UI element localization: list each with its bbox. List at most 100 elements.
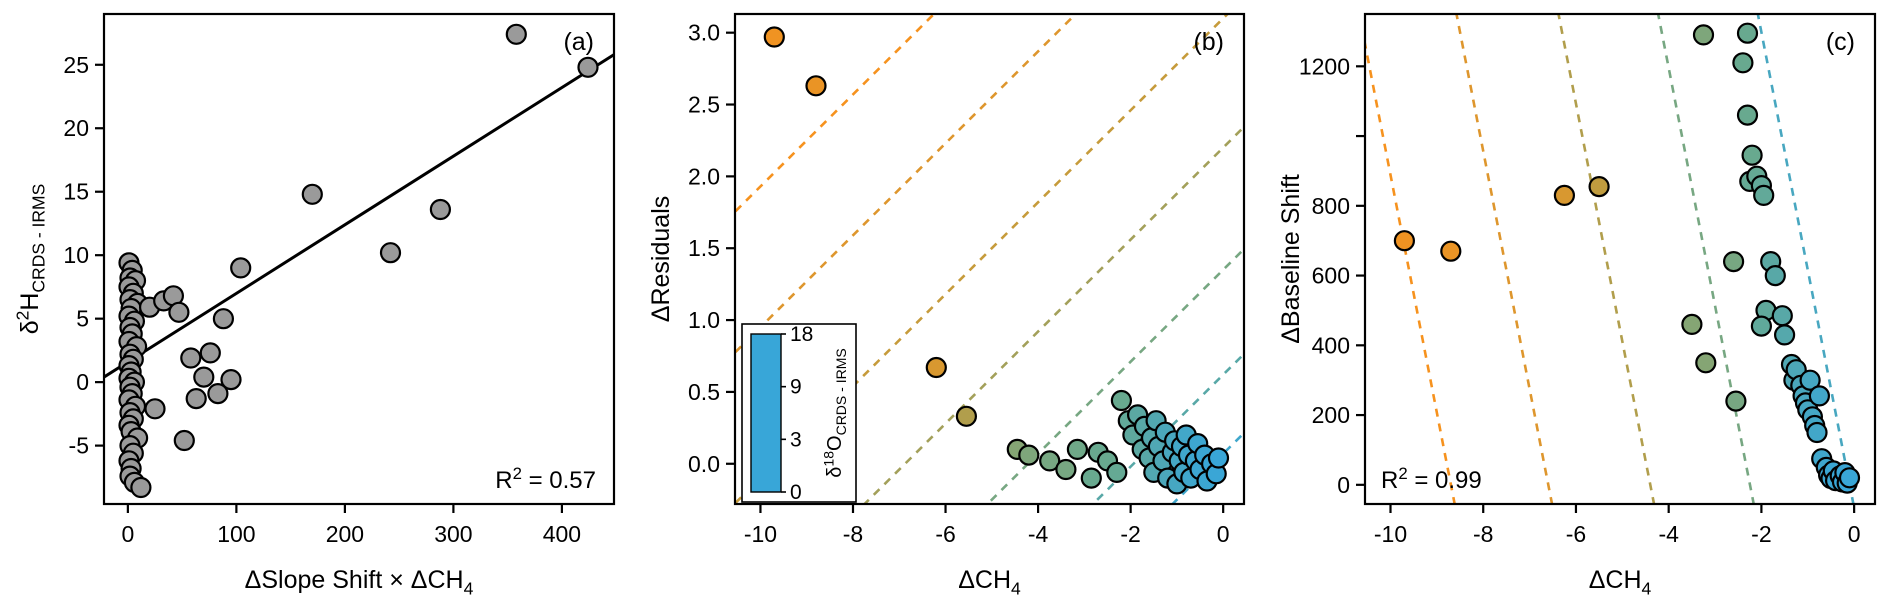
data-point (301, 183, 323, 205)
panel-label: (c) (1826, 28, 1855, 56)
plot-area (104, 23, 614, 499)
y-tick-label: 0 (1337, 472, 1350, 498)
x-tick-label: -4 (1658, 521, 1679, 547)
x-axis-label: ΔSlope Shift × ΔCH4 (245, 566, 474, 599)
y-tick-label: 1.0 (688, 307, 720, 333)
data-point (1440, 240, 1462, 262)
x-tick-label: -2 (1751, 521, 1771, 547)
data-point (180, 347, 202, 369)
plot-box (102, 12, 616, 506)
x-tick-label: 400 (543, 521, 581, 547)
panel-b-chart: -10 -8 -6 -4 -2 0 0.0 0.5 1.0 1.5 2.0 2.5 3.0 ΔCH4 ΔRe… (631, 0, 1261, 612)
data-point (1553, 184, 1575, 206)
data-point (1736, 104, 1759, 126)
x-tick-label: 0 (1217, 521, 1230, 547)
data-point (1771, 305, 1793, 327)
contour-line (735, 14, 1230, 504)
panel-a-chart: 0 100 200 300 400 -5 0 5 10 15 20 25 ΔSlope Shift × … (0, 0, 631, 612)
plot-box (1363, 12, 1877, 506)
data-point (1750, 315, 1772, 337)
data-point (1055, 458, 1077, 481)
colorbar-tick-label: 0 (790, 481, 802, 504)
y-axis-label: ΔResiduals (647, 196, 675, 322)
data-point (763, 26, 785, 48)
x-tick-label: 100 (217, 521, 255, 547)
data-point (925, 356, 947, 379)
x-tick-label: 300 (434, 521, 472, 547)
x-axis-label: ΔCH4 (958, 566, 1021, 599)
data-point (1588, 176, 1610, 198)
panel-b: -10 -8 -6 -4 -2 0 0.0 0.5 1.0 1.5 2.0 2.5 3.0 ΔCH4 ΔRe… (631, 0, 1261, 612)
x-tick-label: 200 (326, 521, 364, 547)
plot-box (733, 12, 1246, 506)
plot-area (735, 14, 1244, 504)
data-point (1838, 467, 1861, 489)
data-point (1753, 184, 1775, 206)
panel-label: (b) (1193, 28, 1224, 56)
data-point (1773, 324, 1796, 346)
y-tick-label: -5 (69, 433, 89, 459)
x-tick-label: -8 (843, 521, 863, 547)
data-point (173, 429, 195, 452)
data-point (1806, 421, 1828, 444)
data-point (207, 383, 229, 405)
colorbar-tick-label: 3 (790, 428, 802, 451)
data-point (1110, 389, 1132, 412)
y-tick-label: 1.5 (688, 235, 720, 261)
data-point (185, 388, 207, 410)
y-tick-label: 3.0 (688, 20, 720, 46)
panel-label: (a) (563, 28, 594, 56)
x-tick-label: -8 (1473, 521, 1493, 547)
data-point (379, 242, 402, 264)
y-tick-label: 0.0 (688, 451, 720, 477)
data-point (1681, 313, 1703, 335)
y-tick-label: 800 (1312, 193, 1350, 219)
data-point (955, 405, 977, 427)
contour-line (1170, 431, 1244, 504)
x-tick-label: -10 (744, 521, 777, 547)
y-axis-label: ΔBaseline Shift (1277, 174, 1305, 344)
data-point (199, 342, 221, 364)
data-point (1106, 461, 1128, 483)
data-point (577, 56, 599, 78)
colorbar-label: δ18OCRDS - IRMS (820, 348, 849, 477)
data-point (1764, 265, 1786, 287)
data-point (1808, 385, 1831, 407)
contour-line (1091, 352, 1244, 504)
panel-a: 0 100 200 300 400 -5 0 5 10 15 20 25 ΔSlope Shift × … (0, 0, 631, 612)
y-tick-label: 400 (1312, 332, 1350, 358)
x-tick-label: -2 (1120, 521, 1140, 547)
data-point (1799, 369, 1821, 391)
data-point (429, 198, 451, 221)
x-tick-label: -4 (1028, 521, 1049, 547)
data-point (230, 257, 252, 279)
data-point (193, 366, 215, 388)
y-tick-label: 5 (76, 306, 89, 332)
y-tick-label: 200 (1312, 402, 1350, 428)
y-tick-label: 10 (63, 242, 89, 268)
plot-area (1365, 14, 1861, 504)
data-point (1018, 444, 1040, 466)
data-point (1066, 438, 1088, 460)
y-tick-label: 2.5 (688, 92, 720, 118)
x-tick-label: -10 (1374, 521, 1407, 547)
contour-line (862, 125, 1244, 504)
contour-line (985, 247, 1244, 504)
data-point (1039, 450, 1061, 472)
data-point (1080, 467, 1102, 489)
panel-background (0, 0, 631, 612)
data-point (1736, 22, 1759, 44)
data-point (168, 301, 190, 323)
y-tick-label: 0.5 (688, 379, 720, 405)
data-point (1723, 251, 1745, 273)
data-point (220, 369, 242, 391)
y-tick-label: 1200 (1299, 53, 1350, 79)
data-point (805, 75, 827, 97)
colorbar-gradient (750, 333, 782, 493)
x-tick-label: 0 (121, 521, 134, 547)
y-tick-label: 600 (1312, 263, 1350, 289)
data-point (1207, 447, 1230, 469)
panel-c-chart: -10 -8 -6 -4 -2 0 0 200 400 600 800 1200 ΔCH4 ΔBaseli… (1261, 0, 1892, 612)
colorbar-tick-label: 9 (790, 376, 802, 399)
